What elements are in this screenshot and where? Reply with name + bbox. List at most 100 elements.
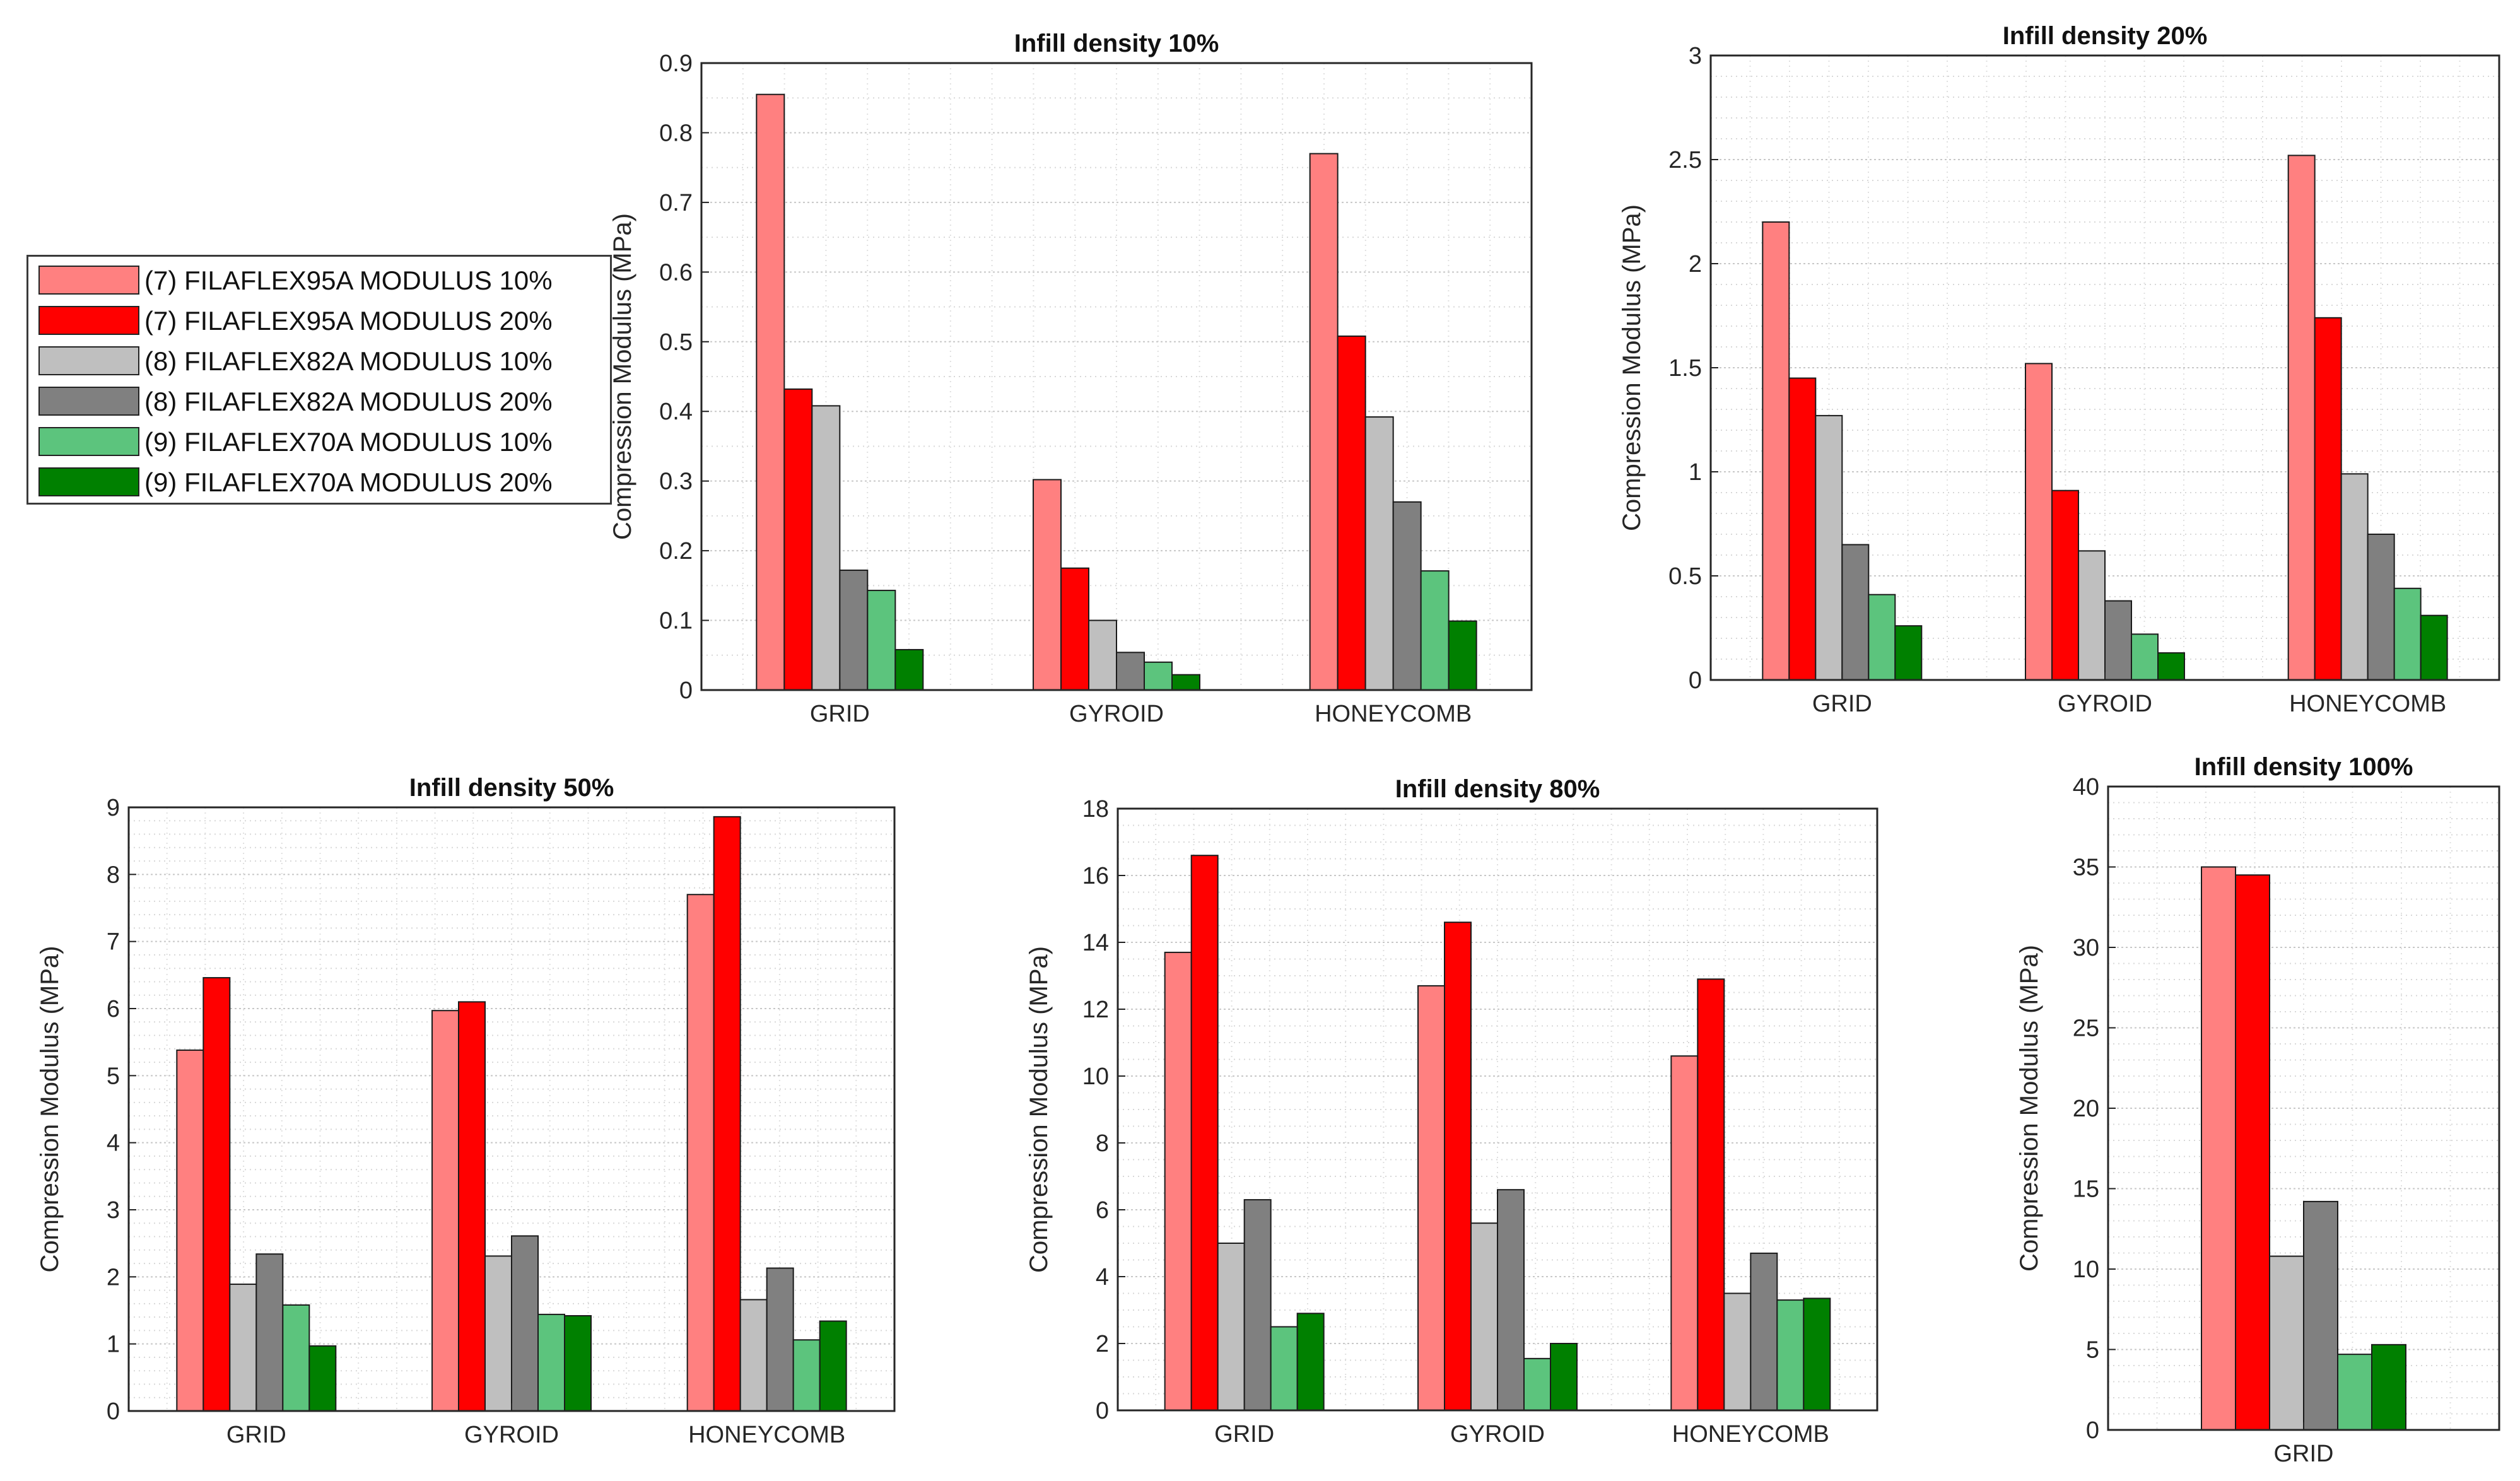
chart-title: Infill density 100% [2195, 753, 2413, 781]
bar-2-honeycomb [1337, 335, 1366, 691]
bar-1-gyroid [1033, 479, 1062, 691]
bar-1-grid [1762, 221, 1790, 681]
y-tick-label: 0.5 [1668, 563, 1702, 590]
axes-box [1116, 807, 1878, 1412]
legend-label-5: (9) FILAFLEX70A MODULUS 10% [144, 427, 553, 457]
y-tick-label: 6 [107, 996, 120, 1022]
bar-5-gyroid [1523, 1357, 1551, 1412]
legend-swatch-5 [38, 427, 139, 456]
y-tick-label: 0 [1096, 1398, 1109, 1424]
legend-label-3: (8) FILAFLEX82A MODULUS 10% [144, 346, 553, 376]
y-tick-label: 18 [1082, 796, 1109, 822]
y-axis-label: Compression Modulus (MPa) [1618, 204, 1646, 531]
bar-2-gyroid [2051, 489, 2079, 681]
legend-label-4: (8) FILAFLEX82A MODULUS 20% [144, 387, 553, 416]
legend-swatch-4 [38, 387, 139, 416]
legend-swatch-2 [38, 306, 139, 335]
bar-4-honeycomb [1392, 501, 1422, 691]
legend-item-6: (9) FILAFLEX70A MODULUS 20% [38, 465, 606, 500]
y-tick-label: 1 [1689, 459, 1702, 486]
bar-4-grid [1841, 544, 1870, 681]
chart-title: Infill density 20% [2003, 22, 2208, 50]
bar-4-grid [2303, 1200, 2338, 1431]
y-tick-label: 20 [2073, 1096, 2099, 1122]
bar-6-grid [2371, 1343, 2406, 1431]
y-tick-label: 0.3 [659, 469, 693, 495]
bar-3-honeycomb [1364, 416, 1394, 691]
y-tick-label: 0.4 [659, 399, 693, 425]
bar-3-gyroid [2078, 550, 2106, 681]
bar-5-gyroid [1144, 661, 1173, 691]
bar-5-honeycomb [792, 1339, 821, 1412]
x-tick-label: HONEYCOMB [688, 1422, 845, 1448]
bar-1-honeycomb [2287, 155, 2316, 681]
bar-5-grid [1270, 1326, 1298, 1411]
bar-3-honeycomb [1723, 1292, 1752, 1411]
legend-swatch-1 [38, 266, 139, 295]
legend-item-1: (7) FILAFLEX95A MODULUS 10% [38, 263, 606, 298]
bar-6-gyroid [2157, 652, 2185, 681]
y-tick-label: 1 [107, 1332, 120, 1358]
y-tick-label: 0.1 [659, 608, 693, 635]
y-tick-label: 8 [1096, 1130, 1109, 1157]
y-tick-label: 12 [1082, 997, 1109, 1023]
bar-2-grid [1190, 855, 1219, 1411]
y-tick-label: 0.2 [659, 538, 693, 565]
y-tick-label: 5 [107, 1063, 120, 1089]
bar-6-grid [894, 648, 924, 691]
legend-label-2: (7) FILAFLEX95A MODULUS 20% [144, 306, 553, 336]
bar-6-honeycomb [2420, 614, 2448, 681]
bar-2-gyroid [458, 1001, 486, 1412]
legend: (7) FILAFLEX95A MODULUS 10% (7) FILAFLEX… [26, 255, 612, 505]
chart-panel-3: 0 1 2 3 4 5 6 7 8 9 GRID GYROID HONEYCOMB Infill dens… [36, 774, 896, 1448]
bar-2-grid [783, 388, 813, 691]
bar-3-gyroid [1470, 1222, 1498, 1411]
bar-2-honeycomb [1697, 978, 1725, 1412]
x-tick-label: HONEYCOMB [1315, 701, 1472, 727]
y-tick-label: 0.7 [659, 190, 693, 216]
legend-item-4: (8) FILAFLEX82A MODULUS 20% [38, 384, 606, 419]
x-tick-label: GYROID [2058, 691, 2152, 717]
x-tick-label: HONEYCOMB [2289, 691, 2446, 717]
bar-3-grid [229, 1284, 257, 1412]
y-tick-label: 0 [1689, 667, 1702, 694]
y-tick-label: 2 [107, 1264, 120, 1291]
axes-box [127, 806, 896, 1412]
bar-4-grid [255, 1253, 284, 1412]
y-tick-label: 4 [107, 1130, 120, 1157]
bar-3-honeycomb [739, 1299, 768, 1412]
x-tick-label: GRID [810, 701, 870, 727]
bar-6-honeycomb [1803, 1297, 1831, 1411]
bar-3-grid [1217, 1243, 1245, 1411]
chart-panel-5: 0 5 10 15 20 25 30 35 40 GRID Infill density 100% C… [2015, 753, 2500, 1467]
bar-5-gyroid [537, 1313, 565, 1412]
y-tick-label: 2 [1689, 251, 1702, 278]
chart-title: Infill density 50% [409, 774, 614, 802]
bar-5-grid [282, 1304, 310, 1412]
x-tick-label: GYROID [1450, 1421, 1545, 1448]
y-tick-label: 0 [2086, 1417, 2099, 1444]
bar-4-honeycomb [1750, 1252, 1778, 1412]
legend-label-1: (7) FILAFLEX95A MODULUS 10% [144, 266, 553, 295]
legend-label-6: (9) FILAFLEX70A MODULUS 20% [144, 467, 553, 497]
bar-5-honeycomb [1420, 570, 1450, 691]
bar-4-grid [839, 570, 869, 691]
x-tick-label: GRID [226, 1422, 286, 1448]
bar-6-grid [1894, 625, 1923, 681]
bar-3-grid [1815, 414, 1843, 681]
bar-4-gyroid [511, 1235, 539, 1412]
bar-4-gyroid [2104, 600, 2132, 681]
bar-2-honeycomb [2314, 317, 2342, 681]
y-tick-label: 10 [2073, 1256, 2099, 1283]
bar-5-grid [2337, 1354, 2372, 1431]
bar-1-honeycomb [1670, 1055, 1699, 1411]
bar-2-grid [202, 977, 231, 1412]
y-tick-label: 0.6 [659, 259, 693, 286]
chart-title: Infill density 10% [1014, 30, 1219, 57]
chart-title: Infill density 80% [1395, 775, 1600, 803]
bar-1-grid [176, 1049, 204, 1412]
y-tick-label: 8 [107, 862, 120, 888]
bar-5-honeycomb [1776, 1299, 1805, 1412]
bar-3-honeycomb [2340, 473, 2369, 681]
